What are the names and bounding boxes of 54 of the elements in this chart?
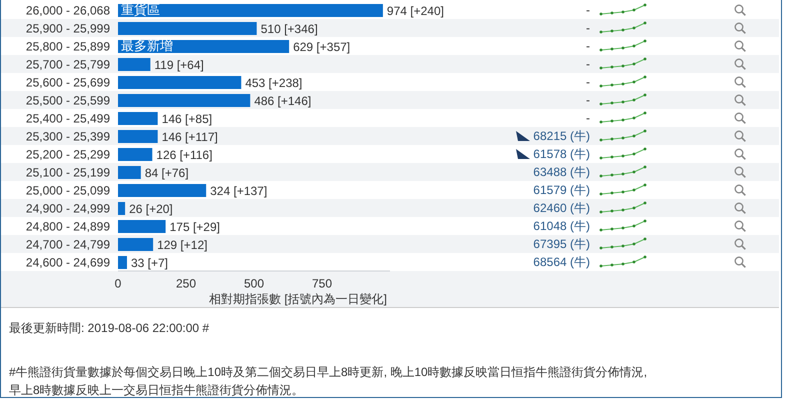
y-tick-label: 25,200 - 25,299 bbox=[26, 147, 110, 162]
text: - bbox=[586, 75, 590, 89]
y-tick-label: 25,100 - 25,199 bbox=[26, 165, 110, 180]
data-label: 146 [+85] bbox=[162, 112, 212, 126]
data-label: 453 [+238] bbox=[245, 76, 302, 90]
text: 早上8時數據反映上一交易日恒指牛熊證街貨分佈情況。 bbox=[9, 382, 304, 399]
data-label: 324 [+137] bbox=[210, 184, 268, 198]
data-label: 26 [+20] bbox=[129, 202, 173, 216]
data-label: 486 [+146] bbox=[254, 94, 312, 108]
text: 68215 (牛) bbox=[533, 128, 590, 144]
y-tick-label: 26,000 - 26,068 bbox=[26, 3, 110, 18]
text: #牛熊證街貨量數據於每個交易日晚上10時及第二個交易日早上8時更新, 晚上10時數據反映當日恒指牛熊證街貨分佈情況, bbox=[9, 364, 648, 381]
data-label: 175 [+29] bbox=[170, 220, 220, 234]
y-tick-label: 24,600 - 24,699 bbox=[26, 255, 110, 270]
y-tick-label: 25,500 - 25,599 bbox=[26, 93, 110, 108]
data-label: 510 [+346] bbox=[260, 22, 318, 36]
text: - bbox=[586, 21, 590, 35]
y-tick-label: 25,800 - 25,899 bbox=[26, 39, 110, 54]
y-tick-label: 25,600 - 25,699 bbox=[26, 75, 110, 90]
text: 61048 (牛) bbox=[533, 218, 590, 234]
text: - bbox=[586, 111, 590, 125]
data-label: 129 [+12] bbox=[157, 238, 208, 252]
text: 61578 (牛) bbox=[533, 146, 590, 162]
y-tick-label: 24,700 - 24,799 bbox=[26, 237, 110, 252]
y-tick-label: 25,000 - 25,099 bbox=[26, 183, 110, 198]
text: 62460 (牛) bbox=[533, 200, 590, 216]
text: 67395 (牛) bbox=[533, 236, 590, 252]
y-tick-label: 25,400 - 25,499 bbox=[26, 111, 110, 126]
y-tick-label: 25,900 - 25,999 bbox=[26, 21, 110, 36]
text: - bbox=[586, 3, 590, 17]
x-tick-label: 500 bbox=[244, 276, 264, 291]
x-tick-label: 750 bbox=[312, 276, 332, 291]
data-label: 146 [+117] bbox=[162, 130, 218, 144]
text: 61579 (牛) bbox=[533, 182, 590, 198]
text: 63488 (牛) bbox=[533, 164, 590, 180]
x-tick-label: 0 bbox=[114, 276, 122, 291]
y-tick-label: 25,300 - 25,399 bbox=[26, 129, 110, 144]
y-tick-label: 24,800 - 24,899 bbox=[26, 219, 110, 234]
annotation: 最多新增 bbox=[121, 38, 173, 54]
text: 最後更新時間: 2019-08-06 22:00:00 # bbox=[9, 320, 210, 337]
data-label: 974 [+240] bbox=[386, 4, 444, 18]
x-tick-label: 250 bbox=[176, 276, 196, 291]
data-label: 84 [+76] bbox=[144, 166, 189, 180]
text: 68564 (牛) bbox=[533, 254, 590, 270]
data-label: 629 [+357] bbox=[293, 40, 350, 54]
data-label: 119 [+64] bbox=[154, 58, 204, 72]
text: - bbox=[586, 39, 590, 53]
y-tick-label: 25,700 - 25,799 bbox=[26, 57, 110, 72]
data-label: 33 [+7] bbox=[130, 256, 168, 270]
text: - bbox=[586, 93, 590, 107]
x-axis-title: 相對期指張數 [括號內為一日變化] bbox=[208, 292, 388, 306]
data-label: 126 [+116] bbox=[156, 148, 212, 162]
text: - bbox=[586, 57, 590, 71]
y-tick-label: 24,900 - 24,999 bbox=[26, 201, 110, 216]
